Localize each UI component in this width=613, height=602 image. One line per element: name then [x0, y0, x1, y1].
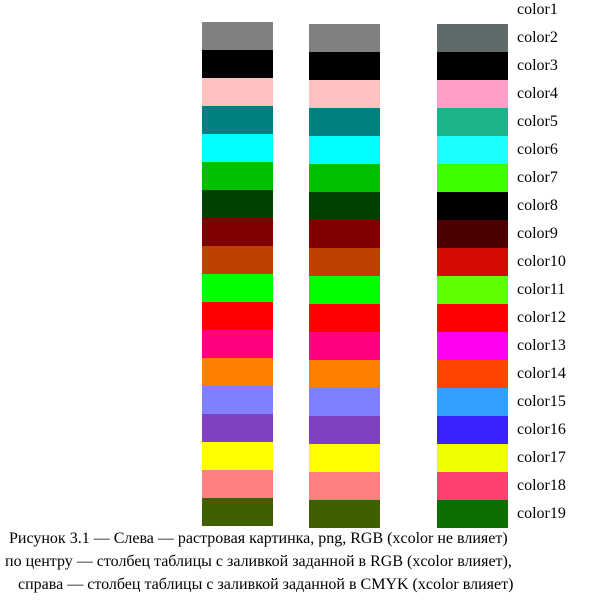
- color-label: color9: [517, 225, 558, 242]
- color-label: color17: [517, 449, 566, 466]
- color-label: color10: [517, 253, 566, 270]
- color-swatch: [202, 470, 273, 498]
- color-swatch: [437, 276, 508, 304]
- color-swatch: [202, 246, 273, 274]
- color-label: color12: [517, 309, 566, 326]
- color-label: color15: [517, 393, 566, 410]
- color-swatch: [437, 80, 508, 108]
- color-swatch: [309, 276, 380, 304]
- color-label-column: color1 color2 color3 color4 color5 color6 colo…: [517, 0, 613, 532]
- color-label: color11: [517, 281, 566, 298]
- rgb-table-column: [309, 24, 380, 528]
- color-swatch: [202, 190, 273, 218]
- color-swatch: [309, 444, 380, 472]
- color-label: color14: [517, 365, 566, 382]
- color-label: color13: [517, 337, 566, 354]
- color-swatch: [202, 302, 273, 330]
- color-swatch: [202, 442, 273, 470]
- color-swatch: [437, 444, 508, 472]
- color-swatch: [309, 108, 380, 136]
- color-swatch: [202, 330, 273, 358]
- color-swatch: [309, 416, 380, 444]
- color-swatch: [309, 80, 380, 108]
- color-swatch: [437, 52, 508, 80]
- color-swatch: [202, 134, 273, 162]
- color-swatch: [309, 248, 380, 276]
- color-label: color16: [517, 421, 566, 438]
- color-swatch: [309, 220, 380, 248]
- color-label: color19: [517, 505, 566, 522]
- color-swatch: [437, 220, 508, 248]
- color-swatch: [309, 164, 380, 192]
- color-swatch: [437, 192, 508, 220]
- color-swatch: [309, 304, 380, 332]
- color-swatch: [437, 304, 508, 332]
- caption-line: по центру — столбец таблицы с заливкой з…: [5, 553, 512, 570]
- color-label: color4: [517, 85, 558, 102]
- caption-line: справа — столбец таблицы с заливкой зада…: [18, 576, 514, 593]
- color-swatch: [309, 52, 380, 80]
- color-label: color8: [517, 197, 558, 214]
- color-label: color6: [517, 141, 558, 158]
- color-swatch: [437, 332, 508, 360]
- raster-png-rgb-column: [202, 22, 273, 526]
- color-swatch: [437, 108, 508, 136]
- color-label: color7: [517, 169, 558, 186]
- color-label: color18: [517, 477, 566, 494]
- color-swatch: [437, 416, 508, 444]
- color-swatch: [437, 500, 508, 528]
- color-swatch: [202, 50, 273, 78]
- color-swatch: [202, 414, 273, 442]
- color-swatch: [202, 162, 273, 190]
- color-swatch: [202, 22, 273, 50]
- color-swatch: [202, 78, 273, 106]
- color-swatch: [437, 388, 508, 416]
- color-swatch: [202, 358, 273, 386]
- color-swatch: [309, 360, 380, 388]
- color-swatch: [437, 248, 508, 276]
- color-swatch: [309, 332, 380, 360]
- caption-line: Рисунок 3.1 — Слева — растровая картинка…: [9, 530, 508, 547]
- color-swatch: [202, 274, 273, 302]
- color-swatch: [202, 218, 273, 246]
- color-swatch: [437, 164, 508, 192]
- color-label: color3: [517, 57, 558, 74]
- cmyk-table-column: [437, 24, 508, 528]
- color-label: color2: [517, 29, 558, 46]
- color-swatch: [309, 500, 380, 528]
- color-label: color5: [517, 113, 558, 130]
- color-swatch: [309, 388, 380, 416]
- color-swatch: [202, 106, 273, 134]
- color-swatch: [437, 472, 508, 500]
- color-swatch: [202, 498, 273, 526]
- color-swatch: [437, 360, 508, 388]
- color-swatch: [309, 24, 380, 52]
- figure-caption: Рисунок 3.1 — Слева — растровая картинка…: [0, 527, 613, 596]
- color-label: color1: [517, 1, 558, 18]
- color-swatch: [437, 24, 508, 52]
- color-swatch: [202, 386, 273, 414]
- color-swatch: [309, 472, 380, 500]
- color-swatch: [437, 136, 508, 164]
- color-swatch: [309, 136, 380, 164]
- color-swatch: [309, 192, 380, 220]
